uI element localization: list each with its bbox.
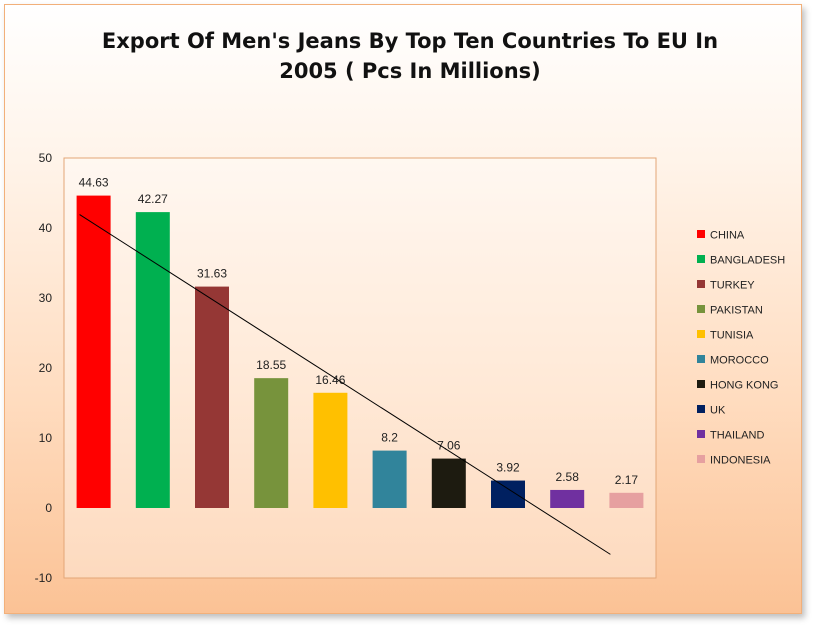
legend-label: TURKEY	[710, 280, 755, 292]
legend-swatch	[697, 380, 705, 388]
data-label: 31.63	[197, 267, 227, 281]
bars	[76, 195, 644, 509]
data-label: 8.2	[381, 431, 398, 445]
y-tick-label: 50	[39, 151, 53, 165]
legend-swatch	[697, 255, 705, 263]
bar-tunisia	[313, 392, 348, 508]
bar-turkey	[195, 286, 229, 508]
data-label: 2.58	[556, 470, 580, 484]
data-label: 42.27	[138, 192, 168, 206]
bar-thailand	[550, 489, 585, 508]
bar-morocco	[372, 450, 407, 508]
legend-label: INDONESIA	[710, 455, 771, 467]
legend-swatch	[697, 330, 705, 338]
y-tick-label: 20	[39, 361, 53, 375]
data-label: 16.46	[315, 373, 345, 387]
y-tick-label: 0	[45, 501, 52, 515]
y-tick-label: 40	[39, 221, 53, 235]
legend-label: PAKISTAN	[710, 305, 763, 317]
data-label: 18.55	[256, 358, 286, 372]
trendline	[79, 214, 611, 555]
data-label: 7.06	[437, 439, 461, 453]
legend: CHINA BANGLADESH TURKEY PAKISTAN TUNISIA MORO…	[697, 230, 785, 467]
bar-bangladesh	[135, 212, 170, 509]
y-axis-ticks: -10 0 10 20 30 40 50	[35, 151, 53, 585]
y-tick-label: -10	[35, 571, 53, 585]
y-tick-label: 10	[39, 431, 53, 445]
legend-swatch	[697, 280, 705, 288]
legend-swatch	[697, 305, 705, 313]
bar-uk	[491, 480, 525, 508]
data-label: 3.92	[496, 461, 520, 475]
legend-label: BANGLADESH	[710, 255, 785, 267]
legend-swatch	[697, 355, 705, 363]
bar-indonesia	[609, 492, 644, 508]
legend-label: MOROCCO	[710, 355, 769, 367]
data-label: 44.63	[79, 176, 109, 190]
data-label: 2.17	[615, 473, 639, 487]
chart-title: Export Of Men's Jeans By Top Ten Countri…	[101, 29, 719, 83]
y-tick-label: 30	[39, 291, 53, 305]
bar-pakistan	[254, 378, 289, 508]
bar-hong-kong	[431, 458, 466, 508]
legend-swatch	[697, 405, 705, 413]
data-labels: 44.63 42.27 31.63 18.55 16.46 8.2 7.06 3.92 2.58…	[79, 176, 639, 487]
legend-label: CHINA	[710, 230, 745, 242]
legend-label: UK	[710, 405, 726, 417]
legend-swatch	[697, 430, 705, 438]
legend-swatch	[697, 455, 705, 463]
legend-label: HONG KONG	[710, 380, 778, 392]
legend-swatch	[697, 230, 705, 238]
legend-label: TUNISIA	[710, 330, 754, 342]
legend-label: THAILAND	[710, 430, 764, 442]
trendline-group	[79, 214, 611, 555]
bar-china	[76, 195, 111, 508]
